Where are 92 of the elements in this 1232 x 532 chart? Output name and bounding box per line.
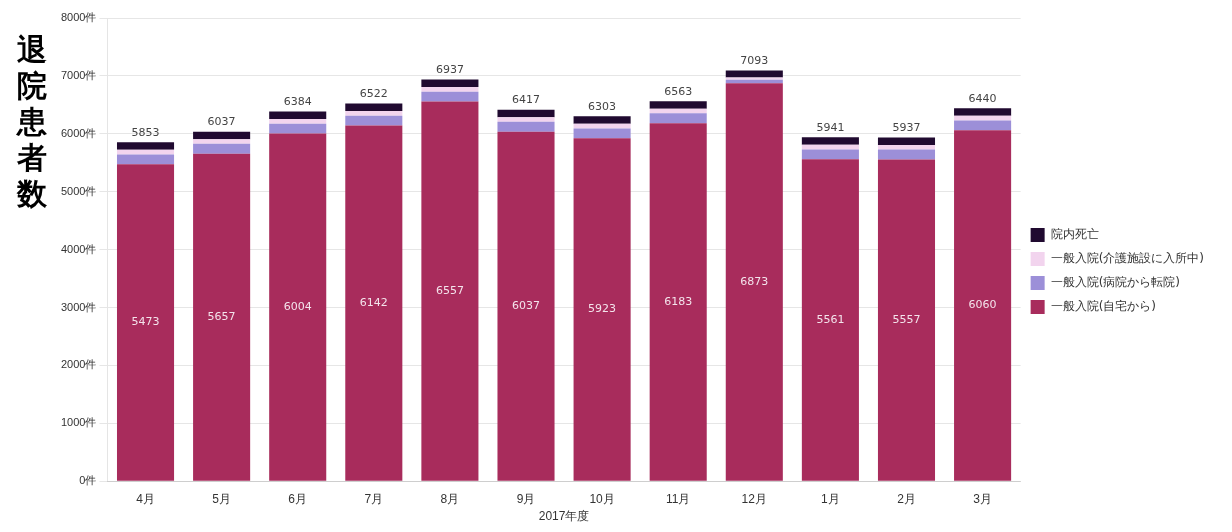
x-tick-label: 10月: [589, 491, 615, 506]
y-tick-label: 6000件: [60, 126, 97, 139]
x-tick-label: 1月: [821, 491, 840, 506]
bar: [497, 121, 555, 132]
data-label: 6037: [512, 299, 541, 313]
bar: [269, 123, 327, 134]
bar: [345, 115, 403, 126]
bar: [725, 77, 783, 80]
total-label: 6563: [664, 84, 693, 98]
data-label: 6142: [359, 296, 388, 309]
x-tick-label: 12月: [741, 491, 767, 506]
data-label: 5557: [892, 312, 921, 326]
bar: [421, 101, 479, 481]
bar: [649, 101, 707, 109]
bar: [497, 131, 555, 481]
x-axis-title: 2017年度: [538, 509, 590, 524]
legend-label: 院内死亡: [1050, 227, 1099, 242]
bar: [801, 149, 859, 160]
data-label: 6183: [664, 294, 693, 308]
y-tick-label: 3000件: [60, 300, 97, 313]
bar: [801, 137, 859, 145]
y-tick-label: 7000件: [60, 68, 97, 81]
bar: [877, 137, 936, 145]
data-label: 6060: [968, 298, 997, 312]
bar: [269, 111, 327, 120]
bar: [345, 103, 403, 112]
bar: [649, 123, 707, 481]
bar: [116, 142, 175, 150]
total-label: 5937: [892, 120, 921, 134]
x-tick-label: 5月: [212, 491, 231, 506]
bar: [193, 153, 251, 481]
bar: [573, 116, 631, 124]
data-label: 6873: [740, 274, 769, 288]
y-tick-label: 0件: [79, 474, 97, 487]
bar: [116, 154, 175, 165]
bar: [193, 139, 251, 144]
bar: [877, 144, 936, 150]
data-label: 5923: [588, 302, 617, 316]
x-tick-label: 8月: [440, 491, 460, 506]
x-tick-label: 6月: [288, 491, 308, 506]
data-label: 5561: [816, 312, 845, 326]
x-tick-label: 9月: [516, 491, 536, 506]
bar: [345, 125, 403, 481]
bar: [497, 109, 555, 118]
bar: [116, 164, 175, 481]
bar: [421, 87, 479, 92]
legend-label: 一般入院(介護施設に入所中): [1050, 251, 1205, 266]
x-tick-label: 4月: [136, 491, 155, 506]
bar: [954, 108, 1012, 116]
data-label: 6004: [283, 299, 312, 313]
total-label: 7093: [740, 53, 769, 67]
bar: [877, 159, 936, 481]
bar: [421, 79, 479, 88]
bar: [269, 133, 327, 481]
bar: [954, 120, 1012, 131]
bar: [345, 111, 403, 116]
bar: [573, 138, 631, 481]
total-label: 5941: [816, 120, 845, 134]
data-label: 5657: [207, 310, 236, 324]
legend-label: 一般入院(病院から転院): [1050, 275, 1181, 290]
bar: [421, 91, 479, 102]
bar: [573, 128, 631, 139]
total-label: 6937: [435, 62, 464, 76]
y-tick-label: 1000件: [60, 416, 97, 429]
bar: [954, 130, 1012, 481]
bar: [497, 117, 555, 122]
y-tick-label: 8000件: [60, 11, 97, 24]
x-tick-label: 3月: [973, 491, 992, 506]
bar: [193, 131, 251, 140]
legend-label: 一般入院(自宅から): [1050, 299, 1157, 314]
bar: [269, 119, 327, 124]
total-label: 6440: [968, 91, 997, 105]
total-label: 6384: [283, 94, 312, 108]
bar: [649, 113, 707, 124]
bar: [725, 83, 783, 481]
total-label: 6037: [207, 115, 236, 129]
total-label: 5853: [131, 125, 160, 139]
y-tick-label: 2000件: [60, 358, 97, 371]
bar: [193, 143, 251, 154]
data-label: 5473: [131, 315, 160, 329]
y-tick-label: 4000件: [60, 242, 97, 255]
x-tick-label: 7月: [364, 491, 384, 506]
x-tick-label: 11月: [665, 491, 691, 506]
bar: [801, 159, 859, 481]
total-label: 6417: [512, 93, 541, 107]
total-label: 6303: [588, 99, 617, 113]
data-label: 6557: [435, 283, 464, 297]
y-tick-label: 5000件: [60, 184, 97, 197]
y-axis-title: 退院患者数: [15, 32, 48, 212]
total-label: 6522: [359, 86, 388, 100]
x-tick-label: 2月: [897, 491, 916, 506]
bar: [877, 149, 936, 160]
